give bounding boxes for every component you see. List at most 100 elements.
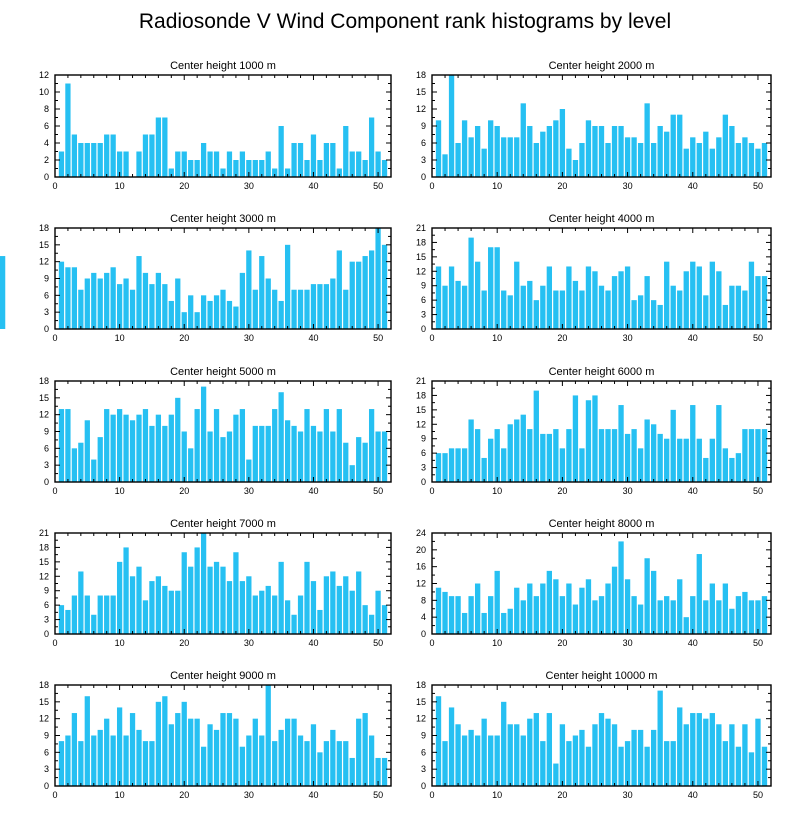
y-tick-label: 6	[421, 747, 426, 757]
histogram-bar	[71, 134, 78, 177]
histogram-bar	[162, 585, 168, 634]
y-tick-label: 12	[39, 70, 49, 80]
histogram-panel: Center height 7000 m 0 10 20 30 40 50 0 3 6 9 12 15 1…	[39, 518, 392, 648]
histogram-bar	[644, 276, 650, 329]
histogram-bar	[520, 414, 526, 482]
histogram-bar	[136, 729, 142, 786]
histogram-bar	[637, 604, 644, 634]
histogram-bar	[220, 566, 226, 634]
y-tick-label: 3	[44, 307, 49, 317]
histogram-bar	[644, 746, 650, 786]
histogram-bar	[226, 431, 233, 482]
histogram-bar	[181, 312, 187, 329]
histogram-bar	[527, 429, 533, 482]
x-tick-label: 0	[429, 638, 434, 648]
histogram-bar	[533, 390, 539, 482]
panel-title: Center height 9000 m	[170, 670, 276, 682]
histogram-bar	[284, 718, 291, 786]
histogram-bar	[252, 289, 258, 329]
histogram-bar	[566, 148, 572, 177]
histogram-bar	[278, 300, 284, 329]
histogram-bar	[194, 312, 200, 329]
histogram-bar	[742, 429, 748, 482]
histogram-bar	[78, 571, 84, 634]
y-tick-label: 6	[44, 443, 49, 453]
x-tick-label: 20	[179, 486, 189, 496]
histogram-bar	[761, 429, 768, 482]
histogram-bar	[677, 438, 683, 482]
histogram-bar	[310, 284, 317, 329]
histogram-bar	[356, 718, 362, 786]
plot-frame	[54, 227, 392, 330]
histogram-bar	[748, 143, 755, 177]
histogram-bar	[461, 448, 468, 482]
histogram-panel: Center height 8000 m 0 10 20 30 40 50 0 4 8 12 16 20…	[416, 518, 772, 648]
x-tick-label: 50	[373, 638, 383, 648]
panel-title: Center height 5000 m	[170, 366, 276, 378]
histogram-bar	[572, 604, 579, 634]
histogram-bar	[735, 453, 742, 482]
histogram-bar	[226, 581, 233, 634]
histogram-bar	[110, 267, 116, 329]
histogram-bar	[553, 290, 559, 329]
x-tick-label: 10	[492, 333, 502, 343]
histogram-bar	[71, 448, 78, 482]
histogram-bar	[605, 290, 611, 329]
histogram-bar	[343, 442, 349, 482]
histogram-bar	[265, 278, 271, 329]
y-tick-label: 16	[416, 562, 426, 572]
histogram-bar	[696, 554, 702, 634]
x-tick-label: 20	[557, 486, 567, 496]
histogram-bar	[637, 448, 644, 482]
histogram-bar	[356, 261, 362, 329]
histogram-bar	[97, 595, 103, 634]
histogram-bar	[494, 735, 500, 786]
x-tick-label: 50	[373, 181, 383, 191]
plot-frame	[431, 684, 772, 787]
histogram-bar	[690, 405, 696, 482]
histogram-bar	[657, 690, 663, 786]
histogram-bar	[501, 701, 507, 786]
histogram-bar	[735, 143, 742, 177]
y-tick-label: 6	[421, 295, 426, 305]
x-tick-label: 0	[429, 333, 434, 343]
histogram-bar	[188, 295, 194, 329]
panel-title: Center height 4000 m	[549, 213, 655, 225]
histogram-bar	[58, 261, 65, 329]
histogram-bar	[683, 271, 689, 329]
panel-title: Center height 2000 m	[549, 60, 655, 72]
histogram-bar	[611, 724, 618, 786]
histogram-bar	[233, 718, 239, 786]
histogram-bar	[91, 143, 97, 177]
x-tick-label: 30	[244, 333, 254, 343]
histogram-bar	[330, 729, 336, 786]
histogram-bar	[690, 713, 696, 786]
histogram-bar	[110, 414, 116, 482]
histogram-bar	[755, 148, 761, 177]
histogram-bar	[278, 126, 284, 177]
histogram-bar	[624, 137, 631, 177]
histogram-bar	[317, 284, 323, 329]
y-tick-label: 9	[44, 274, 49, 284]
histogram-bar	[220, 713, 226, 786]
histogram-bar	[716, 137, 722, 177]
histogram-bar	[722, 114, 729, 177]
histogram-bar	[657, 600, 663, 634]
histogram-bar	[116, 707, 123, 786]
histogram-bar	[461, 285, 468, 329]
histogram-bar	[755, 718, 761, 786]
histogram-bar	[78, 741, 84, 786]
histogram-bar	[461, 120, 468, 177]
histogram-bar	[310, 134, 317, 177]
histogram-bar	[375, 228, 381, 329]
histogram-bar	[272, 168, 278, 177]
plot-frame	[431, 380, 772, 483]
histogram-panel: Center height 3000 m 0 10 20 30 40 50 0 3 6 9 12 15 1…	[0, 213, 392, 343]
histogram-bar	[213, 295, 220, 329]
histogram-panel: Center height 10000 m 0 10 20 30 40 50 0 3 6 9 12 15…	[416, 670, 772, 800]
histogram-bar	[566, 266, 572, 329]
histogram-bar	[605, 429, 611, 482]
histogram-bar	[291, 289, 297, 329]
histogram-bar	[494, 570, 500, 634]
x-tick-label: 20	[557, 790, 567, 800]
